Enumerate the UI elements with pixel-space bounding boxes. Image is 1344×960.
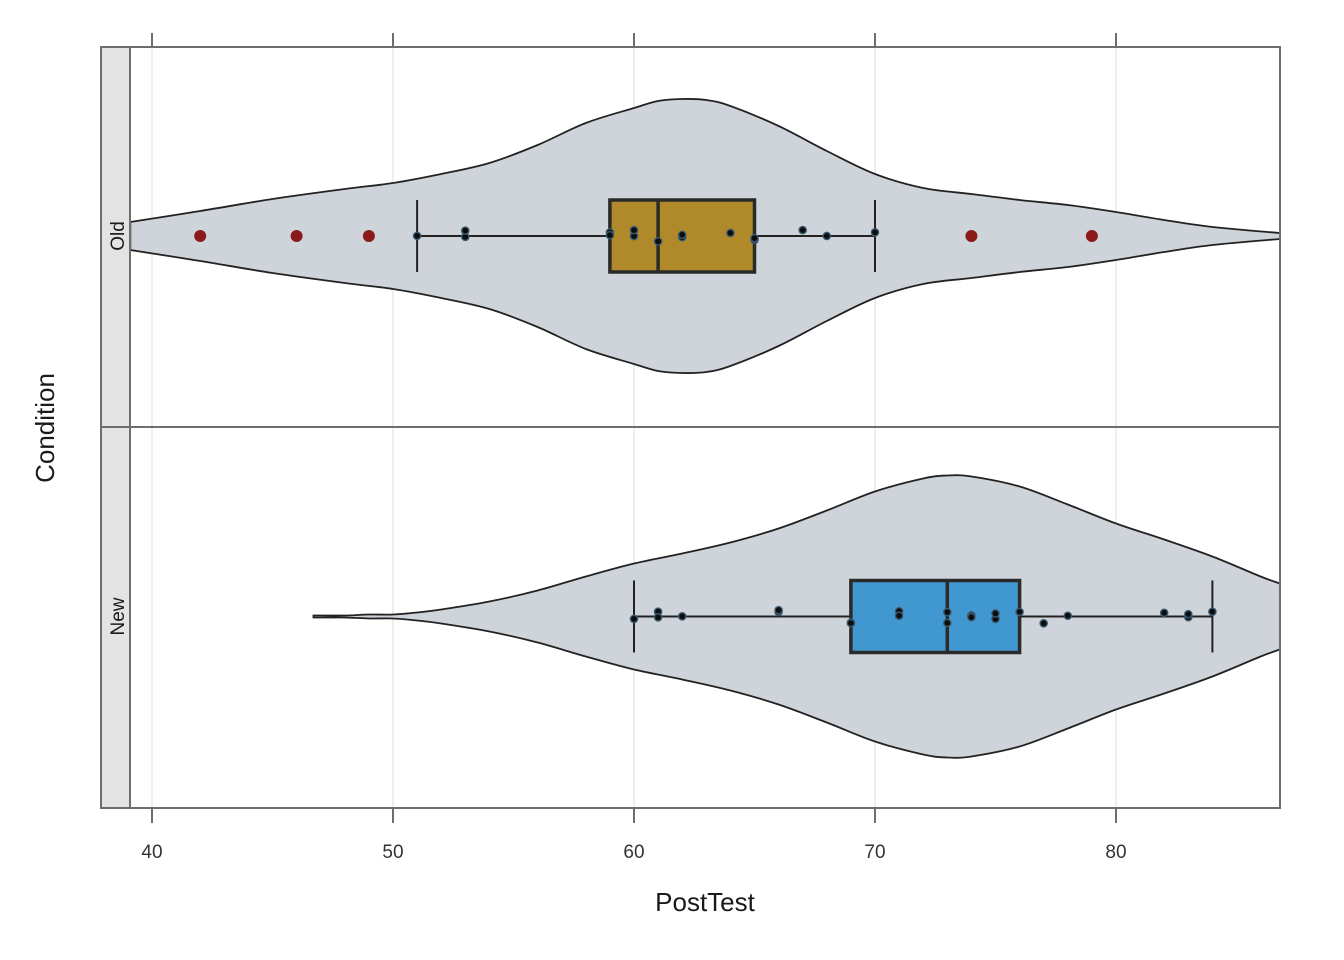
data-point	[991, 609, 1000, 618]
data-point	[1063, 611, 1073, 621]
strip-new: New	[100, 426, 131, 809]
data-point	[846, 618, 856, 628]
data-point	[412, 231, 422, 241]
data-point	[943, 607, 952, 617]
outlier-point	[290, 230, 303, 242]
facet-panels	[129, 46, 1281, 809]
data-point	[1039, 618, 1048, 628]
data-point	[1159, 608, 1169, 618]
strip-old: Old	[100, 46, 131, 428]
strip-label: Old	[108, 221, 129, 251]
x-tick-label: 50	[382, 842, 403, 863]
outlier-point	[965, 230, 978, 242]
data-point	[1015, 607, 1024, 617]
data-point	[677, 612, 687, 621]
data-point	[822, 231, 832, 241]
data-point	[798, 225, 808, 235]
data-point	[629, 614, 639, 624]
outlier-point	[1085, 230, 1098, 242]
data-point	[750, 233, 759, 243]
outlier-point	[194, 230, 207, 242]
x-tick-label: 60	[623, 842, 644, 863]
data-point	[653, 613, 663, 622]
data-point	[653, 237, 663, 246]
data-point	[1208, 607, 1217, 616]
x-tick-label: 40	[141, 842, 162, 863]
data-point	[726, 228, 735, 238]
data-point	[967, 612, 976, 622]
data-point	[605, 230, 615, 240]
data-point	[460, 226, 470, 235]
facet-strips: Old New	[100, 46, 131, 809]
x-axis-title: PostTest	[655, 887, 755, 917]
data-point	[870, 227, 880, 237]
data-point	[629, 225, 639, 235]
x-tick-label: 70	[864, 842, 885, 863]
data-point	[943, 618, 952, 628]
strip-label: New	[108, 597, 129, 635]
data-point	[774, 605, 783, 615]
x-tick-label: 80	[1105, 842, 1126, 863]
x-axis: 40 50 60 70 80	[141, 33, 1127, 863]
box-new	[849, 578, 1022, 655]
facet-new	[129, 426, 1281, 809]
outlier-point	[362, 230, 375, 242]
y-axis-title: Condition	[30, 373, 60, 483]
facet-old	[129, 46, 1281, 428]
data-point	[677, 230, 687, 240]
data-point	[894, 611, 904, 621]
data-point	[1184, 609, 1193, 619]
